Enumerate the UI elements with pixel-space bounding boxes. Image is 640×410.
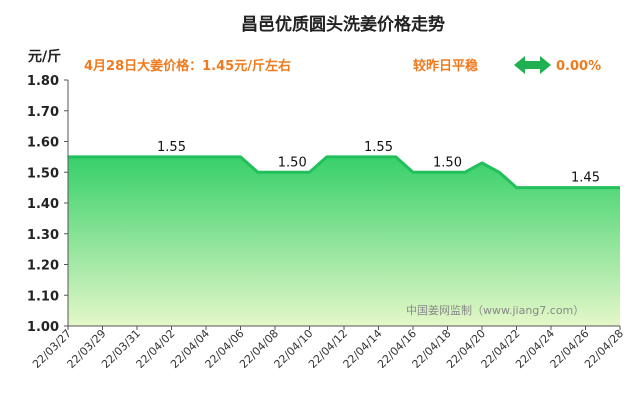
- compare-value: 0.00%: [556, 59, 601, 74]
- data-label: 1.55: [157, 140, 186, 155]
- y-tick-label: 1.00: [27, 320, 59, 335]
- y-axis-unit: 元/斤: [28, 48, 61, 65]
- y-tick-label: 1.30: [27, 228, 59, 243]
- y-tick-label: 1.10: [27, 289, 59, 304]
- watermark: 中国姜网监制（www.jiang7.com）: [406, 303, 584, 317]
- compare-label: 较昨日平稳: [413, 58, 478, 74]
- y-tick-label: 1.80: [27, 74, 59, 89]
- price-area: [68, 156, 620, 326]
- y-tick-label: 1.60: [27, 136, 59, 151]
- data-label: 1.45: [571, 171, 600, 186]
- chart-title: 昌邑优质圆头洗姜价格走势: [241, 14, 445, 35]
- data-label: 1.50: [433, 155, 462, 170]
- price-line: [68, 155, 620, 190]
- double-arrow-icon: [514, 56, 551, 74]
- y-tick-label: 1.50: [27, 166, 59, 181]
- y-tick-label: 1.70: [27, 105, 59, 120]
- y-tick-label: 1.40: [27, 197, 59, 212]
- price-note: 4月28日大姜价格：1.45元/斤左右: [84, 58, 291, 74]
- data-label: 1.55: [364, 140, 393, 155]
- data-label: 1.50: [278, 155, 307, 170]
- y-tick-label: 1.20: [27, 259, 59, 274]
- plot-area: 1.001.101.201.301.401.501.601.701.8022/0…: [27, 74, 626, 371]
